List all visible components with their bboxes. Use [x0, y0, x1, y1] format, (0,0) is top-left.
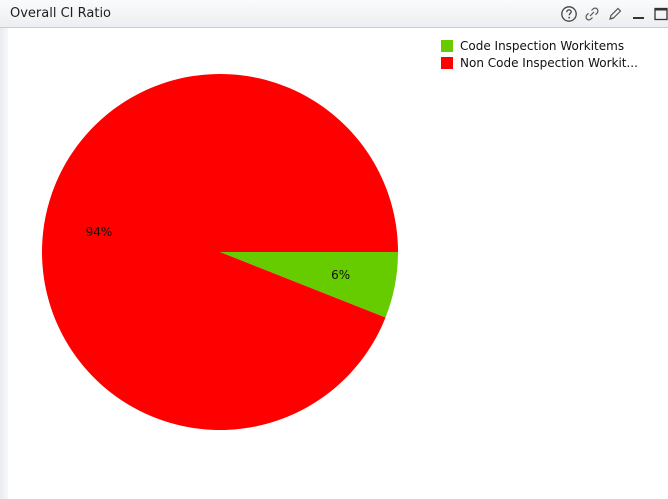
legend-label-non-code-inspection: Non Code Inspection Workit... [460, 56, 638, 70]
widget-title: Overall CI Ratio [10, 6, 112, 21]
pie-label-code-inspection: 6% [331, 268, 350, 282]
maximize-icon[interactable] [652, 5, 668, 23]
legend-swatch-non-code-inspection [441, 57, 453, 69]
link-icon[interactable] [583, 5, 601, 23]
chart-area: 6% 94% [8, 28, 668, 499]
legend-label-code-inspection: Code Inspection Workitems [460, 39, 625, 53]
minimize-icon[interactable] [630, 5, 648, 23]
help-icon[interactable] [560, 5, 578, 23]
pie-slice-non-code-inspection[interactable] [42, 74, 399, 431]
pie-label-non-code-inspection: 94% [86, 225, 113, 239]
edit-icon[interactable] [606, 5, 624, 23]
widget-left-border [0, 28, 8, 499]
widget-titlebar: Overall CI Ratio [0, 0, 668, 28]
widget-toolbar [558, 5, 668, 23]
pie-chart: 6% 94% [42, 74, 399, 431]
legend-swatch-code-inspection [441, 40, 453, 52]
pie-slice-code-inspection[interactable] [220, 252, 398, 318]
